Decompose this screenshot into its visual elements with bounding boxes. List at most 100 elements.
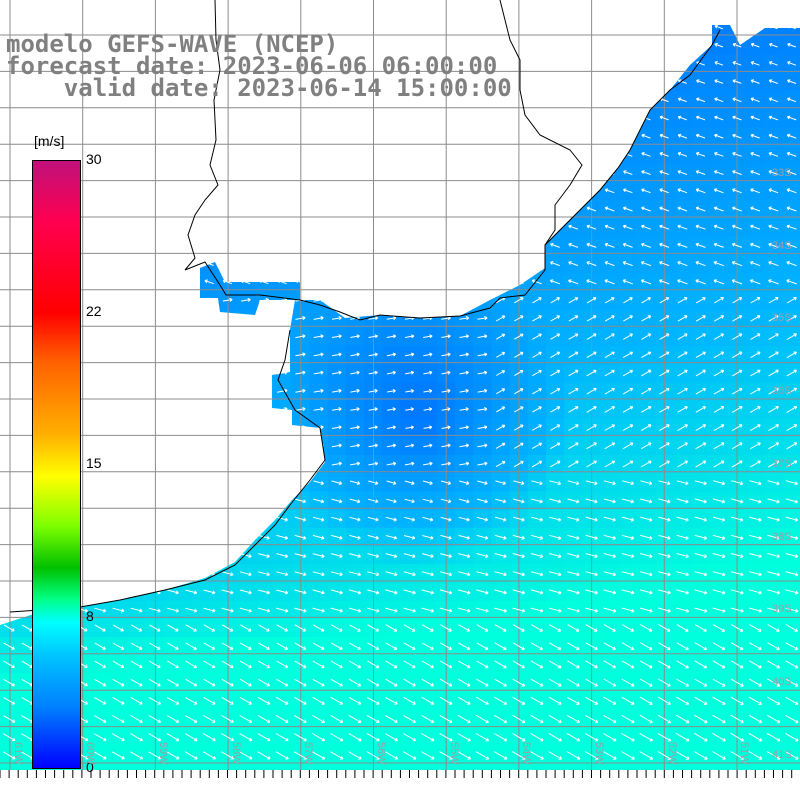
wind-arrow xyxy=(750,188,761,194)
wind-arrow xyxy=(767,571,781,577)
wind-arrow xyxy=(750,406,761,413)
lat-label: 34S xyxy=(772,240,792,252)
wind-arrow xyxy=(586,297,597,304)
wind-arrow xyxy=(768,151,779,157)
wind-arrow xyxy=(785,534,799,540)
wind-arrow xyxy=(676,480,689,486)
wind-arrow xyxy=(368,461,379,466)
wind-arrow xyxy=(3,715,16,723)
wind-arrow xyxy=(712,642,726,651)
wind-arrow xyxy=(786,206,797,212)
wind-arrow xyxy=(750,242,761,248)
wind-arrow xyxy=(604,424,616,431)
wind-arrow xyxy=(549,480,562,486)
wind-arrow xyxy=(730,553,744,559)
wind-cell xyxy=(746,764,765,770)
wind-arrow xyxy=(421,553,434,558)
coastline xyxy=(9,0,721,613)
wind-arrow xyxy=(621,589,635,595)
wind-arrow xyxy=(766,751,781,760)
wind-arrow xyxy=(749,660,762,669)
wind-arrow xyxy=(94,715,107,723)
wind-arrow xyxy=(349,516,361,522)
wind-arrow xyxy=(148,696,161,705)
wind-arrow xyxy=(567,607,580,613)
wind-arrow xyxy=(732,97,742,103)
wind-arrow xyxy=(750,206,761,212)
wind-arrow xyxy=(295,352,306,357)
wind-arrow xyxy=(404,498,415,504)
wind-arrow xyxy=(203,589,216,595)
wind-arrow xyxy=(312,589,325,595)
wind-arrow xyxy=(494,516,507,522)
wind-arrow xyxy=(511,751,526,760)
wind-arrow xyxy=(694,660,708,669)
wind-arrow xyxy=(532,297,542,304)
wind-arrow xyxy=(603,678,617,687)
title-model: modelo GEFS-WAVE (NCEP) xyxy=(6,30,339,58)
wind-arrow xyxy=(677,333,688,340)
wind-arrow xyxy=(568,224,579,230)
wind-arrow xyxy=(730,642,744,651)
wind-arrow xyxy=(694,553,708,559)
wind-arrow xyxy=(677,387,688,395)
wind-arrow xyxy=(767,553,780,559)
wind-arrow xyxy=(494,571,507,577)
wind-arrow xyxy=(786,460,798,468)
coastline-path-south xyxy=(9,329,326,613)
wind-arrow xyxy=(695,206,706,212)
wind-arrow xyxy=(768,279,779,285)
wind-arrow xyxy=(714,151,724,157)
wind-arrow xyxy=(750,333,761,340)
wind-arrow xyxy=(677,188,688,194)
wind-arrow xyxy=(749,516,762,522)
wind-arrow xyxy=(785,498,798,504)
wind-arrow xyxy=(567,498,580,504)
wind-arrow xyxy=(713,242,724,248)
wind-arrow xyxy=(532,351,542,358)
wind-arrow xyxy=(731,498,744,504)
wind-arrow xyxy=(604,297,615,304)
wind-arrow xyxy=(585,589,598,595)
wind-arrow xyxy=(276,607,289,613)
wind-arrow xyxy=(387,407,396,412)
wind-arrow xyxy=(768,79,778,84)
wind-arrow xyxy=(330,678,343,687)
wind-arrow xyxy=(622,206,633,212)
wind-arrow xyxy=(732,170,742,176)
wind-arrow xyxy=(785,660,799,669)
wind-arrow xyxy=(530,607,544,613)
wind-arrow xyxy=(477,480,488,485)
wind-arrow xyxy=(676,696,690,705)
wind-arrow xyxy=(512,607,526,613)
wind-arrow xyxy=(349,534,361,540)
wind-arrow xyxy=(713,333,725,340)
wind-arrow xyxy=(548,696,562,705)
wind-arrow xyxy=(112,678,125,687)
wind-arrow xyxy=(348,751,362,760)
wind-arrow xyxy=(459,388,469,393)
wind-arrow xyxy=(785,553,799,559)
wind-arrow xyxy=(459,370,469,375)
wind-arrow xyxy=(732,206,742,212)
wind-arrow xyxy=(695,460,707,468)
wind-arrow xyxy=(677,133,688,139)
wind-arrow xyxy=(403,607,416,613)
wind-arrow xyxy=(748,696,763,705)
wind-arrow xyxy=(166,751,180,760)
wind-cell xyxy=(309,764,329,770)
wind-arrow xyxy=(677,279,688,285)
wind-arrow xyxy=(367,516,379,522)
wind-arrow xyxy=(677,315,688,322)
wind-arrow xyxy=(567,660,580,669)
wind-arrow xyxy=(494,553,507,559)
wind-arrow xyxy=(750,387,761,395)
wind-arrow xyxy=(586,206,597,212)
wind-arrow xyxy=(749,460,761,468)
wind-arrow xyxy=(713,351,725,359)
wind-arrow xyxy=(457,751,471,760)
wind-arrow xyxy=(639,714,653,724)
wind-arrow xyxy=(550,442,561,450)
wind-arrow xyxy=(403,733,417,742)
wind-arrow xyxy=(167,660,179,669)
